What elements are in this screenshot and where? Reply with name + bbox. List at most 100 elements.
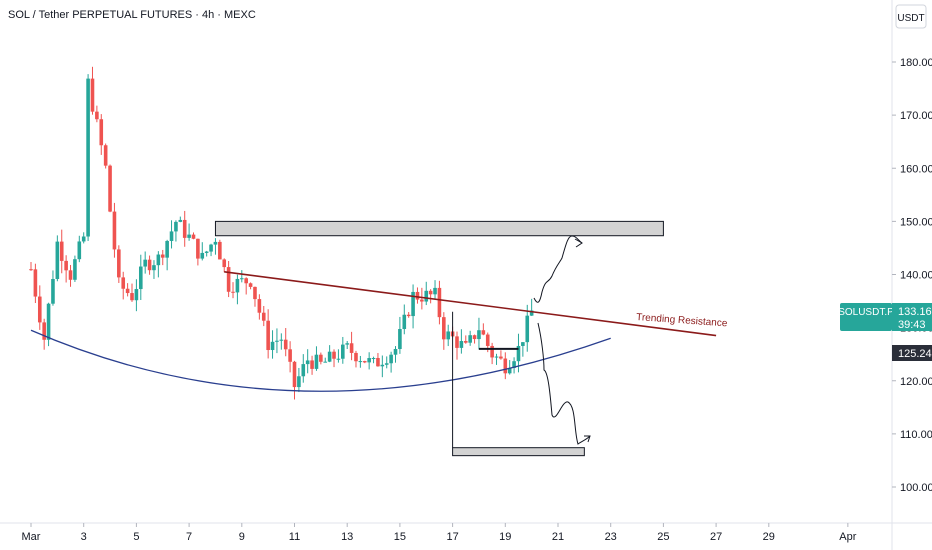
price-tick-label: 110.00 [900,429,932,441]
candle [393,346,398,363]
time-tick-label: 3 [81,531,87,543]
candle-countdown: 39:43 [898,319,926,331]
candle [187,223,191,241]
candle [323,357,328,363]
candle [108,164,112,213]
candle [46,302,51,347]
candle [51,270,55,306]
candle [507,360,512,375]
time-tick-label: 7 [186,531,192,543]
candle [424,281,429,306]
candle [160,249,165,266]
price-tick-label: 150.00 [900,216,932,228]
candle [310,355,314,375]
bearish-arrow-head [584,435,591,443]
time-tick-label: 23 [605,531,617,543]
candle [103,143,108,169]
price-tick-label: 120.00 [900,376,932,388]
candle [389,351,393,373]
candle [301,354,306,383]
candle [437,280,442,325]
candle [182,210,187,247]
candle [235,274,240,305]
candle [81,232,86,244]
lower-zone-box [452,447,585,457]
candle [455,331,459,360]
candle [525,304,530,352]
time-tick-label: 11 [289,531,300,543]
candle [402,304,407,335]
candle [319,352,323,365]
candle [33,263,38,304]
candle [494,353,499,365]
candle [261,305,266,327]
time-tick-label: Apr [839,531,856,543]
candle [117,245,121,283]
support-curve [30,329,611,392]
candle [29,262,33,271]
candle [222,258,227,273]
candle [376,353,380,367]
time-tick-label: 25 [657,531,669,543]
level-price-badge: 125.24 [892,345,932,361]
time-tick-label: 21 [552,531,564,543]
candle [336,349,341,363]
currency-label: USDT [897,13,924,24]
candle [371,356,376,364]
price-tick-label: 170.00 [900,110,932,122]
candle [178,216,183,223]
candle [248,282,253,290]
time-tick-label: 19 [499,531,511,543]
candle [42,318,46,350]
candle [218,239,222,260]
bullish-arrow-head [574,238,583,248]
time-tick-label: Mar [22,531,41,543]
price-tick-label: 100.00 [900,482,932,494]
candle [95,105,99,123]
bullish-projection-path [533,235,583,303]
candle [442,312,446,350]
candle [121,271,126,300]
candle [270,330,275,359]
candle [415,287,420,304]
candle [244,277,248,295]
candle [90,66,95,115]
candle [134,279,139,312]
time-tick-label: 5 [133,531,139,543]
trending-resistance-line [224,271,717,337]
candle [367,352,371,370]
candle [279,333,284,350]
candle [209,243,213,257]
bearish-projection-path [537,322,591,445]
candle [174,220,178,242]
candle [283,328,288,357]
candle [266,309,270,359]
candle [398,316,402,354]
candle [86,74,90,241]
candle [138,254,143,300]
price-tick-label: 140.00 [900,270,932,282]
candle [332,349,336,368]
candle [433,280,437,299]
candle [64,255,68,283]
candle [257,294,262,320]
candle [191,232,196,240]
candle [156,251,161,278]
candle [428,289,433,304]
candle [406,312,411,318]
candle [481,323,486,336]
time-axis[interactable]: Mar 3 5 7 9 11 13 15 17 19 21 23 25 27 29 Apr [22,523,857,543]
candle [384,356,389,369]
candle [459,329,464,354]
candle [499,350,503,360]
candle [147,255,152,275]
candle [341,336,345,364]
currency-button[interactable]: USDT [895,4,927,29]
candle [512,357,516,374]
candle [253,286,257,307]
symbol-label: SOLUSDT.P [838,307,894,318]
candle [314,346,319,371]
price-axis[interactable]: 100.00110.00120.00130.00140.00150.00160.… [892,57,932,494]
candle [472,334,477,344]
